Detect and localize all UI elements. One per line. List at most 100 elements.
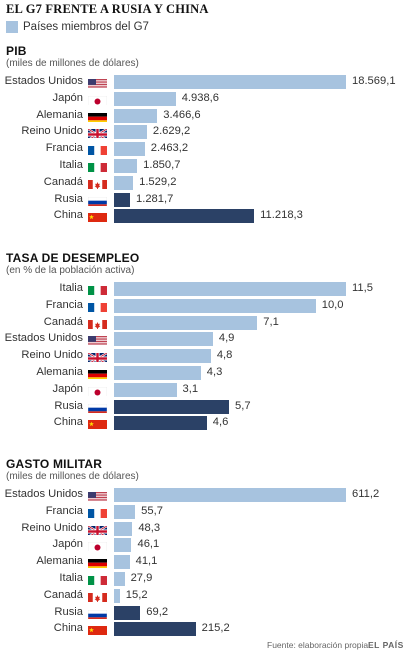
chart-title: EL G7 FRENTE A RUSIA Y CHINA bbox=[6, 2, 209, 16]
country-label: Japón bbox=[52, 91, 83, 104]
country-label: Rusia bbox=[54, 605, 83, 618]
bar-row: Rusia 5,7 bbox=[0, 399, 414, 416]
country-label: Italia bbox=[59, 282, 83, 294]
value-label: 3,1 bbox=[182, 382, 199, 395]
country-label: Reino Unido bbox=[21, 125, 83, 138]
uk-flag-icon bbox=[88, 524, 107, 535]
bar bbox=[114, 282, 346, 296]
bar bbox=[114, 366, 201, 380]
value-label: 69,2 bbox=[146, 605, 169, 618]
bar bbox=[114, 349, 211, 364]
country-label: Italia bbox=[59, 572, 83, 584]
value-label: 4,9 bbox=[218, 332, 235, 345]
china-flag-icon bbox=[88, 624, 107, 636]
country-label: Alemania bbox=[36, 366, 83, 378]
country-label: Francia bbox=[45, 504, 83, 517]
value-label: 10,0 bbox=[321, 298, 344, 311]
value-label: 4.938,6 bbox=[181, 91, 220, 104]
japan-flag-icon bbox=[88, 94, 107, 105]
value-label: 48,3 bbox=[138, 521, 161, 534]
value-label: 11.218,3 bbox=[260, 209, 303, 222]
bar-row: Italia 27,9 bbox=[0, 571, 414, 588]
bar-row: Alemania 4,3 bbox=[0, 365, 414, 382]
value-label: 5,7 bbox=[234, 399, 251, 412]
us-flag-icon bbox=[88, 490, 107, 501]
canada-flag-icon bbox=[88, 318, 107, 329]
germany-flag-icon bbox=[88, 111, 107, 122]
bar-row: Rusia 1.281,7 bbox=[0, 192, 414, 209]
china-flag-icon bbox=[88, 211, 107, 223]
footer-brand: EL PAÍS bbox=[368, 640, 404, 650]
bar bbox=[114, 209, 255, 224]
russia-flag-icon bbox=[88, 608, 107, 619]
canada-flag-icon bbox=[88, 591, 107, 602]
country-label: Canadá bbox=[43, 315, 83, 328]
russia-flag-icon bbox=[88, 402, 107, 413]
legend: Países miembros del G7 bbox=[6, 21, 149, 33]
legend-label: Países miembros del G7 bbox=[23, 21, 149, 33]
value-label: 4,6 bbox=[212, 416, 229, 429]
country-label: Francia bbox=[45, 298, 83, 311]
bar-row: Rusia 69,2 bbox=[0, 605, 414, 622]
value-label: 27,9 bbox=[130, 572, 153, 584]
country-label: Alemania bbox=[36, 108, 83, 121]
value-label: 4,3 bbox=[206, 366, 223, 378]
bar-row: China 215,2 bbox=[0, 621, 414, 638]
country-label: Japón bbox=[52, 538, 83, 551]
value-label: 18.569,1 bbox=[352, 75, 396, 87]
value-label: 215,2 bbox=[201, 622, 230, 635]
bar bbox=[114, 159, 138, 173]
bar bbox=[114, 382, 177, 397]
bar-row: Estados Unidos 611,2 bbox=[0, 487, 414, 504]
bar-row: Italia 11,5 bbox=[0, 281, 414, 298]
footer-source: Fuente: elaboración propia. bbox=[267, 640, 371, 650]
country-label: Canadá bbox=[43, 588, 83, 601]
section-title: PIB bbox=[6, 44, 27, 58]
country-label: Italia bbox=[59, 159, 83, 171]
value-label: 1.529,2 bbox=[139, 175, 177, 188]
us-flag-icon bbox=[88, 77, 107, 88]
value-label: 1.281,7 bbox=[136, 192, 174, 205]
value-label: 55,7 bbox=[141, 504, 163, 517]
germany-flag-icon bbox=[88, 557, 107, 569]
value-label: 2.463,2 bbox=[150, 142, 189, 155]
value-label: 3.466,6 bbox=[163, 108, 201, 121]
value-label: 611,2 bbox=[352, 488, 380, 500]
country-label: Japón bbox=[52, 382, 83, 395]
section-subtitle: (en % de la población activa) bbox=[6, 265, 135, 276]
section-subtitle: (miles de millones de dólares) bbox=[6, 471, 139, 482]
country-label: China bbox=[53, 622, 83, 635]
bar-row: Canadá 1.529,2 bbox=[0, 175, 414, 192]
section-subtitle: (miles de millones de dólares) bbox=[6, 58, 139, 69]
bar bbox=[114, 125, 147, 140]
country-label: Francia bbox=[45, 142, 83, 155]
bar-row: Reino Unido 2.629,2 bbox=[0, 124, 414, 141]
country-label: Estados Unidos bbox=[4, 75, 83, 87]
country-label: Reino Unido bbox=[21, 521, 83, 534]
country-label: Alemania bbox=[36, 555, 83, 568]
bar bbox=[114, 416, 207, 431]
bar bbox=[114, 192, 130, 207]
italy-flag-icon bbox=[88, 161, 107, 172]
value-label: 46,1 bbox=[137, 538, 160, 551]
italy-flag-icon bbox=[88, 574, 107, 585]
italy-flag-icon bbox=[88, 284, 107, 295]
bar bbox=[114, 75, 346, 89]
canada-flag-icon bbox=[88, 178, 107, 189]
bar bbox=[114, 108, 158, 123]
japan-flag-icon bbox=[88, 385, 107, 396]
bar bbox=[114, 399, 229, 414]
bar-row: Reino Unido 48,3 bbox=[0, 521, 414, 538]
country-label: Reino Unido bbox=[21, 349, 83, 362]
value-label: 1.850,7 bbox=[143, 159, 181, 171]
value-label: 4,8 bbox=[216, 349, 233, 362]
country-label: Estados Unidos bbox=[4, 332, 83, 345]
bar bbox=[114, 521, 133, 536]
france-flag-icon bbox=[88, 507, 107, 518]
bar bbox=[114, 175, 134, 190]
bar-row: Estados Unidos 18.569,1 bbox=[0, 74, 414, 91]
bar bbox=[114, 315, 258, 330]
bar bbox=[114, 555, 130, 570]
bar-row: Canadá 7,1 bbox=[0, 315, 414, 332]
bar-row: Italia 1.850,7 bbox=[0, 158, 414, 175]
